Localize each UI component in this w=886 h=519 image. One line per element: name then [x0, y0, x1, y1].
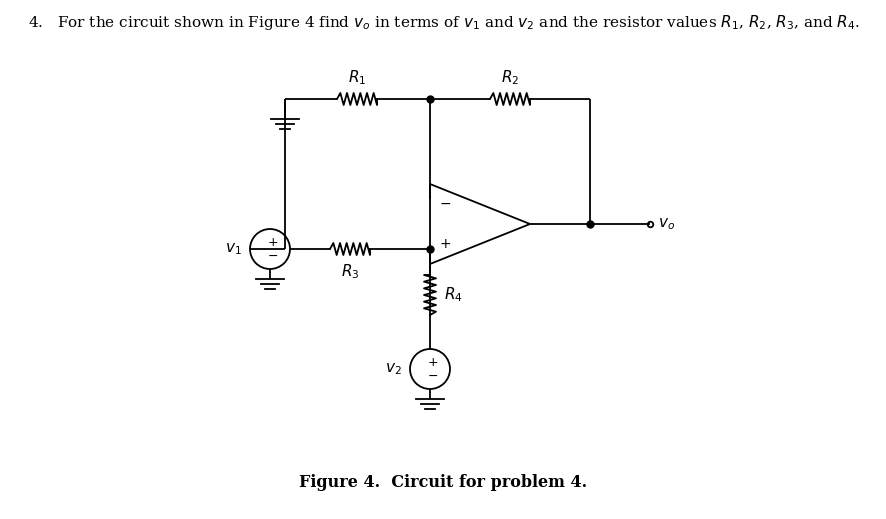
Text: +: +: [440, 237, 452, 251]
Text: $v_2$: $v_2$: [385, 361, 402, 377]
Text: $R_4$: $R_4$: [444, 285, 462, 304]
Text: −: −: [440, 197, 452, 211]
Text: $v_o$: $v_o$: [658, 216, 675, 232]
Text: $R_3$: $R_3$: [341, 262, 359, 281]
Text: Figure 4.  Circuit for problem 4.: Figure 4. Circuit for problem 4.: [299, 474, 587, 491]
Text: $R_1$: $R_1$: [348, 69, 366, 87]
Text: 4.   For the circuit shown in Figure 4 find $v_o$ in terms of $v_1$ and $v_2$ an: 4. For the circuit shown in Figure 4 fin…: [28, 13, 860, 32]
Text: +: +: [428, 356, 439, 368]
Text: $v_1$: $v_1$: [225, 241, 242, 257]
Text: $R_2$: $R_2$: [501, 69, 519, 87]
Text: +: +: [268, 236, 278, 249]
Text: −: −: [268, 250, 278, 263]
Text: −: −: [428, 370, 439, 383]
